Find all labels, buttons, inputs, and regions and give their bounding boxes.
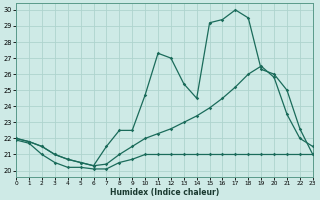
X-axis label: Humidex (Indice chaleur): Humidex (Indice chaleur) [110,188,219,197]
